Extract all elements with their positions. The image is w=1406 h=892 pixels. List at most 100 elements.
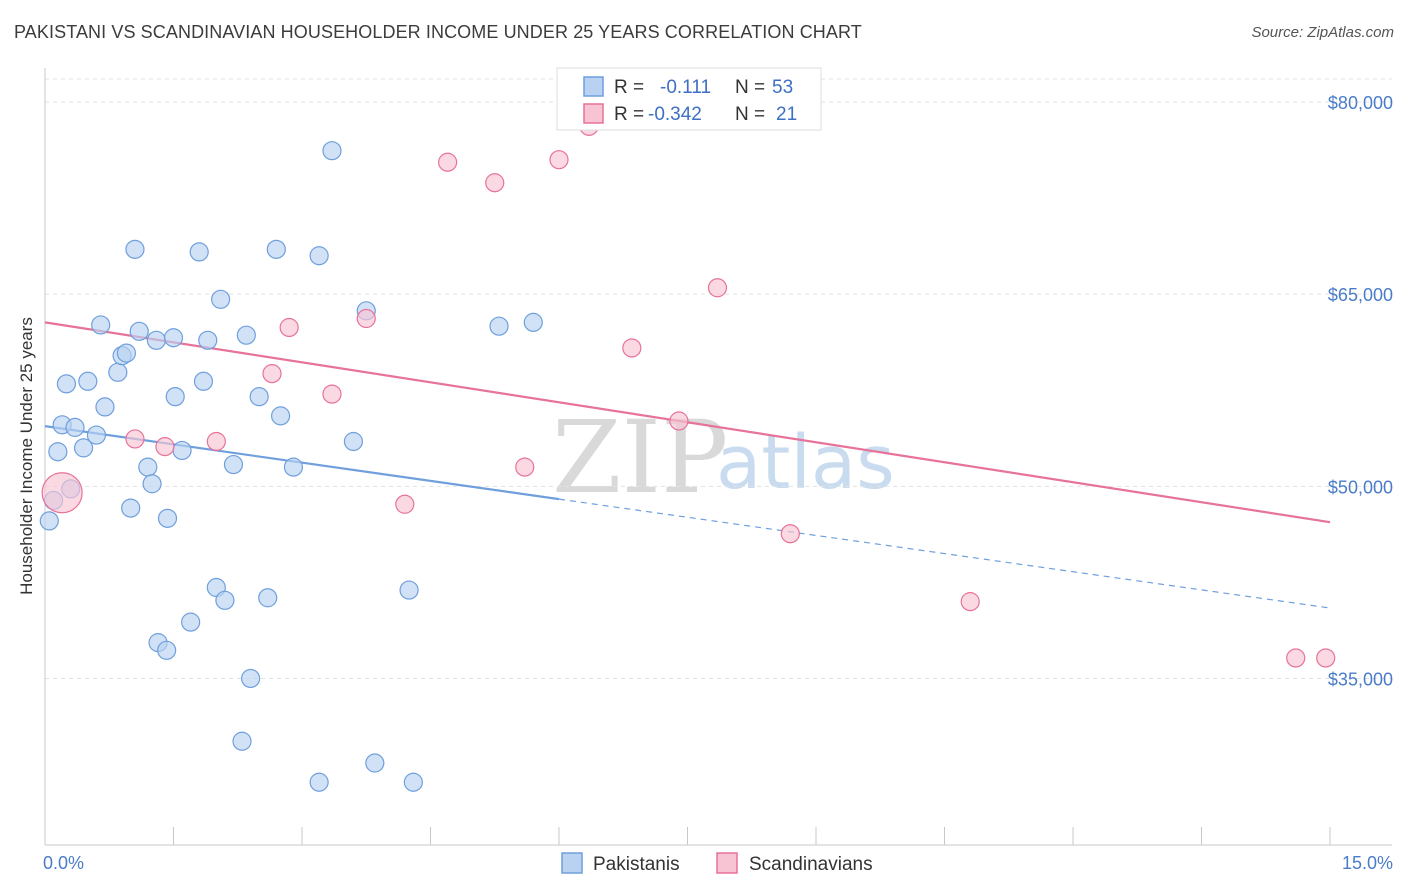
point-scandinavians	[356, 308, 376, 329]
stats-n-label-pakistanis: N =	[735, 77, 765, 98]
point-pakistanis	[138, 457, 158, 477]
point-scandinavians	[125, 429, 145, 449]
point-scandinavians	[1286, 648, 1306, 668]
point-scandinavians	[515, 457, 535, 477]
point-pakistanis	[322, 141, 342, 161]
point-pakistanis	[309, 246, 329, 266]
point-pakistanis	[343, 431, 363, 452]
point-pakistanis	[258, 588, 278, 608]
point-pakistanis	[48, 442, 68, 462]
point-scandinavians	[780, 524, 800, 544]
legend-label-pakistanis: Pakistanis	[593, 854, 680, 875]
x-tick-label: 15.0%	[1342, 853, 1393, 873]
point-pakistanis	[241, 668, 261, 689]
point-pakistanis	[198, 330, 218, 350]
point-pakistanis	[157, 640, 177, 660]
x-tick-label: 0.0%	[43, 853, 84, 873]
point-pakistanis	[223, 454, 244, 475]
point-pakistanis	[172, 440, 192, 461]
point-pakistanis	[399, 580, 419, 600]
point-pakistanis	[146, 330, 166, 350]
point-scandinavians	[395, 494, 415, 514]
point-pakistanis	[157, 508, 178, 528]
point-scandinavians	[262, 363, 282, 384]
point-pakistanis	[283, 457, 304, 477]
point-pakistanis	[403, 772, 423, 792]
point-scandinavians	[155, 437, 175, 457]
point-pakistanis	[95, 397, 115, 417]
trend-line-pakistanis	[44, 425, 560, 501]
point-scandinavians	[206, 431, 226, 452]
axes	[44, 68, 1392, 846]
y-tick-label: $35,000	[1328, 669, 1393, 689]
trend-line-extension-pakistanis	[558, 498, 1331, 609]
point-pakistanis	[78, 371, 98, 391]
point-pakistanis	[215, 590, 235, 610]
point-pakistanis	[365, 753, 385, 773]
watermark: ZIP atlas	[552, 399, 895, 516]
point-pakistanis	[91, 315, 111, 335]
point-scandinavians	[960, 592, 980, 612]
point-scandinavians	[438, 152, 458, 172]
stats-n-label-scandinavians: N =	[735, 104, 765, 125]
point-pakistanis	[232, 731, 252, 751]
y-tick-label: $80,000	[1328, 93, 1393, 113]
point-scandinavians	[622, 338, 642, 358]
point-scandinavians	[707, 278, 728, 298]
point-pakistanis	[193, 371, 214, 391]
point-pakistanis	[189, 242, 209, 262]
point-scandinavians	[279, 317, 299, 338]
y-axis-label: Householder Income Under 25 years	[17, 317, 36, 595]
watermark-zip: ZIP	[552, 399, 728, 516]
point-pakistanis	[181, 612, 201, 632]
point-pakistanis	[73, 438, 94, 458]
point-pakistanis	[249, 387, 269, 407]
watermark-atlas: atlas	[716, 420, 895, 506]
point-pakistanis	[125, 239, 145, 259]
point-pakistanis	[163, 328, 184, 348]
stats-box: R = -0.111 N = 53 R = -0.342 N = 21	[556, 67, 822, 131]
point-scandinavians	[549, 150, 569, 170]
point-pakistanis	[236, 325, 256, 345]
point-pakistanis	[266, 239, 286, 259]
point-pakistanis	[116, 343, 136, 363]
stats-r-label-scandinavians: R =	[614, 104, 644, 125]
legend: Pakistanis Scandinavians	[561, 852, 873, 875]
stats-swatch-scandinavians	[583, 103, 604, 124]
chart-title: PAKISTANI VS SCANDINAVIAN HOUSEHOLDER IN…	[14, 22, 862, 42]
grid-lines	[45, 78, 1392, 679]
point-pakistanis	[165, 387, 185, 407]
point-pakistanis	[65, 417, 85, 437]
point-scandinavians	[485, 173, 505, 193]
point-scandinavians	[1316, 648, 1336, 668]
point-pakistanis	[121, 498, 141, 518]
point-scandinavians	[322, 384, 342, 404]
stats-r-label-pakistanis: R =	[614, 77, 644, 98]
point-pakistanis	[211, 289, 231, 309]
tick-labels: $80,000 $65,000 $50,000 $35,000 0.0% 15.0%	[43, 93, 1393, 873]
point-pakistanis	[270, 406, 291, 426]
data-points	[39, 116, 1336, 792]
stats-swatch-pakistanis	[583, 76, 604, 97]
point-pakistanis	[309, 772, 329, 792]
point-pakistanis	[56, 374, 77, 394]
point-pakistanis	[108, 362, 128, 382]
point-pakistanis	[523, 312, 543, 332]
point-pakistanis	[86, 425, 107, 445]
y-tick-label: $65,000	[1328, 285, 1393, 305]
point-pakistanis	[129, 321, 149, 341]
point-pakistanis	[489, 316, 509, 336]
stats-r-value-scandinavians: -0.342	[648, 104, 702, 125]
stats-r-value-pakistanis: -0.111	[660, 77, 711, 98]
point-pakistanis	[142, 474, 162, 494]
point-pakistanis	[39, 511, 59, 531]
legend-swatch-pakistanis	[561, 852, 583, 874]
legend-label-scandinavians: Scandinavians	[749, 854, 873, 875]
legend-swatch-scandinavians	[716, 852, 738, 874]
stats-n-value-pakistanis: 53	[772, 77, 793, 98]
stats-n-value-scandinavians: 21	[776, 104, 797, 125]
point-scandinavians	[41, 472, 83, 514]
point-scandinavians	[669, 411, 689, 431]
y-tick-label: $50,000	[1328, 477, 1393, 497]
